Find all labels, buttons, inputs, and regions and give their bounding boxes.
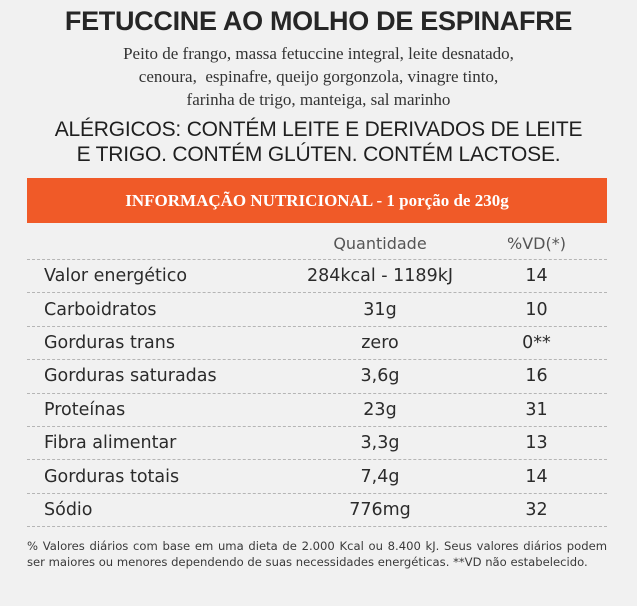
nutrient-name: Carboidratos: [44, 299, 157, 320]
nutrient-quantity: 776mg: [349, 499, 411, 520]
ingredients-list: Peito de frango, massa fetuccine integra…: [40, 42, 597, 111]
nutrient-name: Gorduras totais: [44, 466, 180, 487]
table-row: Valor energético 284kcal - 1189kJ 14: [27, 260, 607, 294]
header-vd: %VD(*): [507, 233, 566, 253]
allergen-line: ALÉRGICOS: CONTÉM LEITE E DERIVADOS DE L…: [54, 118, 583, 141]
nutrient-name: Proteínas: [44, 399, 126, 420]
nutrition-banner: INFORMAÇÃO NUTRICIONAL - 1 porção de 230…: [27, 178, 607, 223]
table-row: Fibra alimentar 3,3g 13: [27, 427, 607, 461]
ingredients-line: farinha de trigo, manteiga, sal marinho: [186, 90, 451, 109]
nutrient-name: Gorduras trans: [44, 332, 175, 353]
allergen-warning: ALÉRGICOS: CONTÉM LEITE E DERIVADOS DE L…: [20, 117, 617, 167]
header-quantity: Quantidade: [333, 233, 427, 253]
table-row: Gorduras totais 7,4g 14: [27, 460, 607, 494]
nutrient-quantity: zero: [361, 332, 399, 353]
nutrient-quantity: 3,3g: [360, 433, 400, 454]
allergen-line: E TRIGO. CONTÉM GLÚTEN. CONTÉM LACTOSE.: [76, 143, 561, 166]
nutrient-name: Valor energético: [44, 266, 188, 287]
table-row: Gorduras saturadas 3,6g 16: [27, 360, 607, 394]
nutrient-vd: 31: [525, 399, 548, 420]
nutrient-name: Gorduras saturadas: [44, 366, 217, 387]
table-row: Proteínas 23g 31: [27, 394, 607, 427]
nutrient-quantity: 31g: [363, 299, 397, 320]
nutrient-quantity: 284kcal - 1189kJ: [306, 266, 453, 287]
nutrient-quantity: 7,4g: [360, 466, 400, 487]
nutrient-name: Sódio: [44, 499, 93, 520]
nutrient-quantity: 3,6g: [360, 366, 400, 387]
nutrition-table-header: Quantidade %VD(*): [27, 227, 607, 260]
table-row: Sódio 776mg 32: [27, 494, 607, 528]
daily-values-footnote: % Valores diários com base em uma dieta …: [27, 539, 607, 569]
table-row: Carboidratos 31g 10: [27, 293, 607, 327]
nutrient-vd: 10: [525, 299, 548, 320]
nutrient-vd: 0**: [522, 332, 551, 353]
product-title: FETUCCINE AO MOLHO DE ESPINAFRE: [64, 6, 573, 36]
nutrient-vd: 16: [525, 366, 548, 387]
nutrient-vd: 32: [525, 499, 548, 520]
nutrient-quantity: 23g: [363, 399, 397, 420]
nutrient-vd: 13: [525, 433, 548, 454]
nutrient-vd: 14: [525, 466, 548, 487]
table-row: Gorduras trans zero 0**: [27, 327, 607, 361]
nutrient-name: Fibra alimentar: [44, 433, 177, 454]
nutrient-vd: 14: [525, 266, 548, 287]
ingredients-line: cenoura, espinafre, queijo gorgonzola, v…: [138, 67, 499, 86]
nutrition-table: Quantidade %VD(*) Valor energético 284kc…: [27, 227, 607, 528]
ingredients-line: Peito de frango, massa fetuccine integra…: [123, 44, 514, 63]
